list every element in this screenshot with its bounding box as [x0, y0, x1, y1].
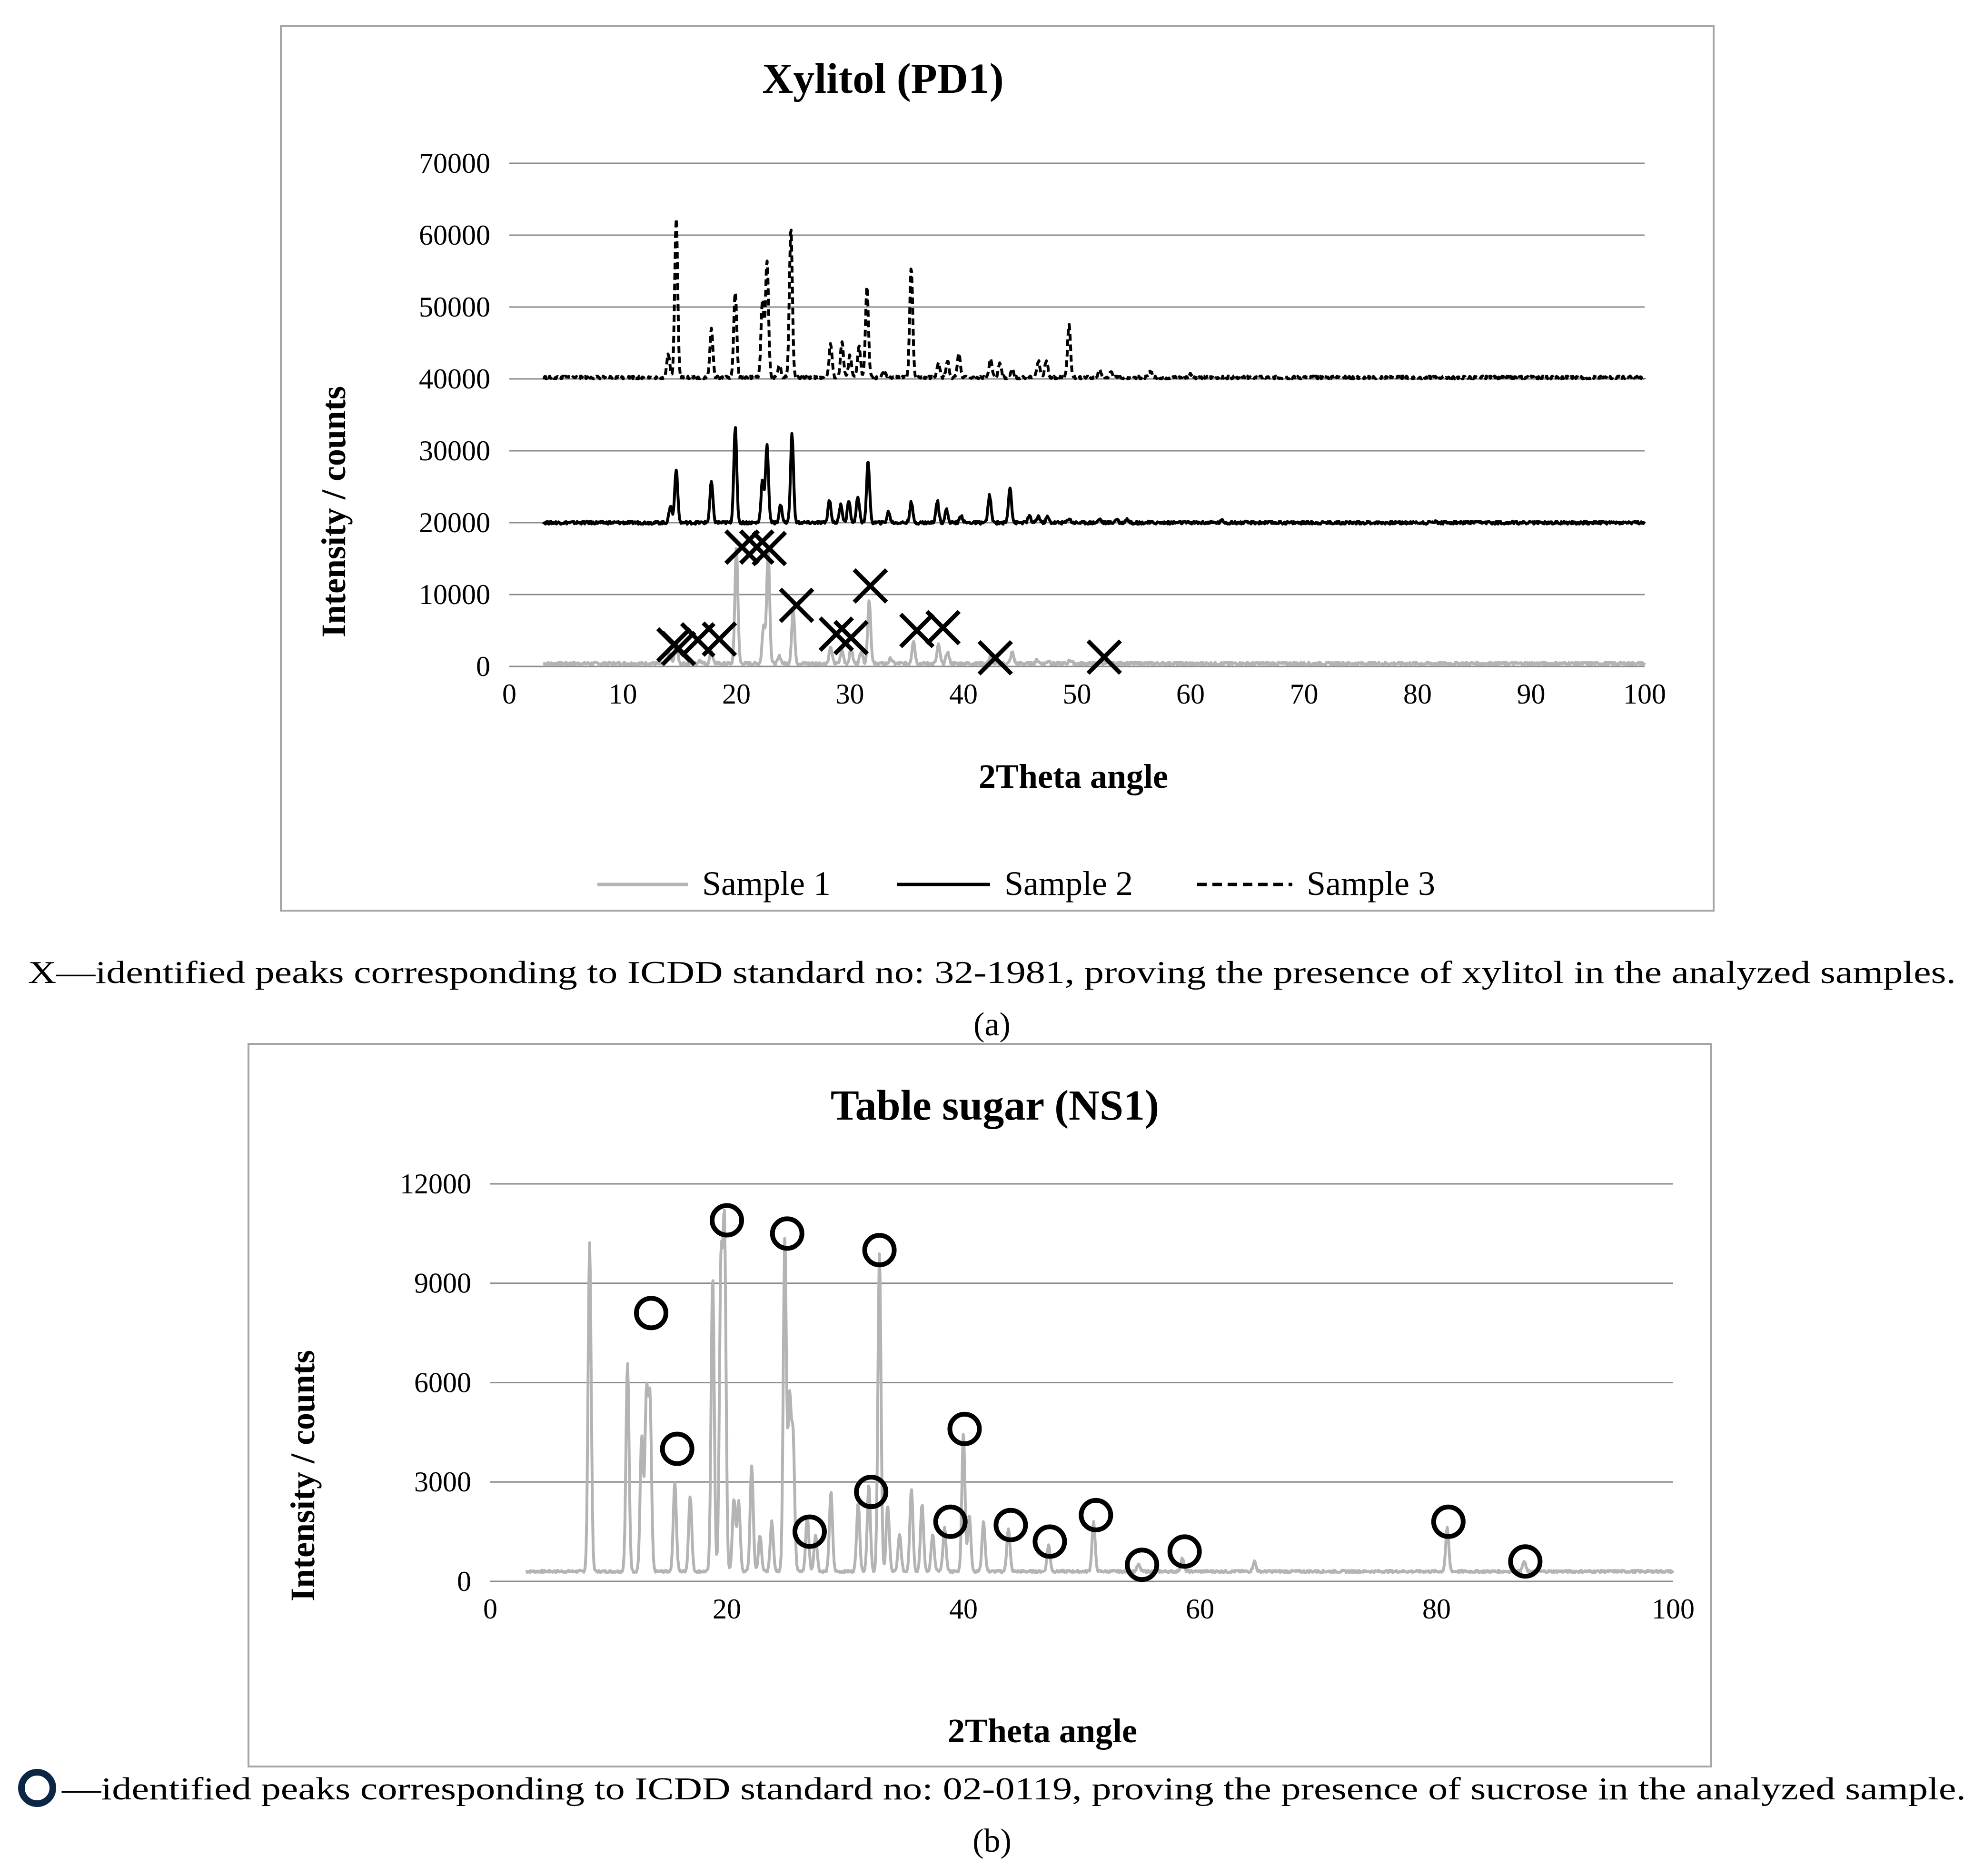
- series-line-sample-3: [542, 217, 1646, 381]
- y-tick-label: 3000: [414, 1466, 471, 1498]
- y-tick-label: 9000: [414, 1268, 471, 1299]
- panel-b-peak-markers: [634, 1203, 1543, 1582]
- peak-marker-circle: [660, 1431, 694, 1466]
- panel-b-y-tick-labels: 0 3000 6000 9000 12000: [400, 1168, 471, 1597]
- peak-marker-circle: [854, 1475, 889, 1509]
- panel-a-x-tick-labels: 0 10 20 30 40 50 60 70 80 90 100: [502, 678, 1666, 710]
- x-tick-label: 90: [1517, 678, 1546, 710]
- x-tick-label: 80: [1422, 1593, 1451, 1625]
- peak-marker-x: [818, 616, 854, 652]
- peak-marker-circle: [1431, 1504, 1466, 1539]
- panel-b-y-axis-label: Intensity / counts: [284, 1350, 322, 1601]
- peak-marker-circle: [993, 1508, 1028, 1542]
- x-tick-label: 0: [502, 678, 516, 710]
- peak-marker-circle: [862, 1233, 897, 1268]
- x-tick-label: 50: [1063, 678, 1091, 710]
- peak-marker-circle: [947, 1411, 982, 1446]
- peak-marker-x: [833, 620, 869, 655]
- peak-marker-circle: [634, 1296, 668, 1330]
- caption-b-circle-icon: [18, 1769, 56, 1807]
- peak-marker-x: [661, 631, 696, 666]
- legend-label-sample-1: Sample 1: [702, 864, 831, 903]
- peak-marker-circle: [710, 1203, 744, 1238]
- panel-b-frame: [248, 1043, 1712, 1767]
- series-line-sample-1: [543, 547, 1646, 667]
- peak-marker-circle: [1167, 1534, 1202, 1569]
- y-tick-label: 50000: [419, 291, 490, 323]
- panel-b-x-tick-labels: 0 20 40 60 80 100: [483, 1593, 1695, 1625]
- panel-a-series: [542, 217, 1646, 667]
- y-tick-label: 40000: [419, 363, 490, 395]
- y-tick-label: 12000: [400, 1168, 471, 1200]
- y-tick-label: 10000: [419, 579, 490, 610]
- x-tick-label: 60: [1186, 1593, 1214, 1625]
- panel-b-x-axis-label: 2Theta angle: [948, 1712, 1137, 1750]
- x-tick-label: 20: [722, 678, 751, 710]
- panel-a-x-axis-label: 2Theta angle: [979, 757, 1168, 795]
- caption-b-note: —identified peaks corresponding to ICDD …: [61, 1771, 1966, 1807]
- caption-a-note: X—identified peaks corresponding to ICDD…: [28, 955, 1956, 990]
- peak-marker-circle: [770, 1216, 804, 1251]
- x-tick-label: 70: [1290, 678, 1319, 710]
- y-tick-label: 20000: [419, 507, 490, 538]
- peak-marker-circle: [1032, 1524, 1067, 1559]
- x-tick-label: 0: [483, 1593, 497, 1625]
- peak-marker-x: [977, 640, 1013, 676]
- peak-marker-x: [702, 621, 737, 657]
- peak-marker-x: [1086, 639, 1122, 675]
- caption-a-label: (a): [973, 1006, 1011, 1043]
- y-tick-label: 0: [476, 651, 490, 682]
- y-tick-label: 6000: [414, 1367, 471, 1398]
- y-tick-label: 70000: [419, 148, 490, 179]
- peak-marker-x: [739, 529, 775, 565]
- x-tick-label: 30: [836, 678, 864, 710]
- x-tick-label: 10: [609, 678, 637, 710]
- panel-b-title: Table sugar (NS1): [831, 1082, 1159, 1129]
- panel-a-y-axis-label: Intensity / counts: [315, 386, 353, 637]
- peak-marker-circle: [792, 1514, 827, 1549]
- peak-marker-circle: [933, 1504, 968, 1539]
- y-tick-label: 60000: [419, 219, 490, 251]
- x-tick-label: 20: [713, 1593, 741, 1625]
- peak-marker-x: [779, 587, 814, 623]
- panel-a-legend: Sample 1 Sample 2 Sample 3: [597, 864, 1435, 903]
- legend-label-sample-3: Sample 3: [1307, 864, 1435, 903]
- x-tick-label: 80: [1403, 678, 1432, 710]
- series-line-sample: [525, 1209, 1675, 1574]
- panel-b-gridlines: [490, 1183, 1673, 1582]
- x-tick-label: 100: [1623, 678, 1666, 710]
- panel-b-series: [525, 1209, 1675, 1574]
- peak-marker-x: [853, 568, 888, 604]
- panel-a-frame: [280, 25, 1715, 912]
- peak-marker-x: [751, 531, 787, 566]
- series-line-sample-2: [542, 426, 1646, 526]
- legend-label-sample-2: Sample 2: [1004, 864, 1133, 903]
- x-tick-label: 40: [949, 678, 978, 710]
- peak-marker-x: [724, 529, 760, 565]
- peak-marker-circle: [1079, 1498, 1113, 1532]
- peak-marker-x: [925, 610, 961, 645]
- panel-a-title: Xylitol (PD1): [762, 55, 1003, 102]
- x-tick-label: 40: [949, 1593, 978, 1625]
- x-tick-label: 60: [1176, 678, 1205, 710]
- peak-marker-circle: [1125, 1548, 1160, 1582]
- y-tick-label: 0: [457, 1566, 471, 1597]
- x-tick-label: 100: [1652, 1593, 1695, 1625]
- panel-a-peak-markers: [656, 529, 1122, 676]
- y-tick-label: 30000: [419, 435, 490, 467]
- panel-a-y-tick-labels: 0 10000 20000 30000 40000 50000 60000 70000: [419, 148, 490, 682]
- caption-b-label: (b): [972, 1823, 1012, 1859]
- peak-marker-circle: [1508, 1544, 1543, 1579]
